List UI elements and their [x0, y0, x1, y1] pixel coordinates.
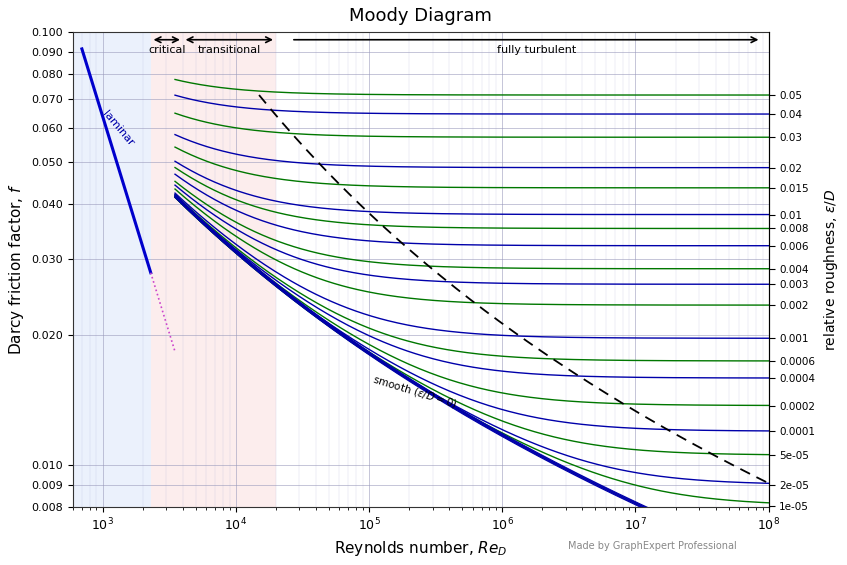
Y-axis label: relative roughness, $\epsilon/D$: relative roughness, $\epsilon/D$ [822, 188, 840, 351]
X-axis label: Reynolds number, $Re_D$: Reynolds number, $Re_D$ [334, 539, 507, 558]
Text: fully turbulent: fully turbulent [497, 45, 576, 55]
Text: smooth ($\epsilon/D=0$): smooth ($\epsilon/D=0$) [371, 372, 458, 411]
Text: critical: critical [148, 45, 185, 55]
Text: laminar: laminar [100, 108, 136, 147]
Y-axis label: Darcy friction factor, $f$: Darcy friction factor, $f$ [7, 184, 26, 355]
Bar [73, 32, 151, 507]
Bar [151, 32, 276, 507]
Title: Moody Diagram: Moody Diagram [350, 7, 492, 25]
Text: transitional: transitional [197, 45, 261, 55]
Text: Made by GraphExpert Professional: Made by GraphExpert Professional [567, 541, 737, 551]
